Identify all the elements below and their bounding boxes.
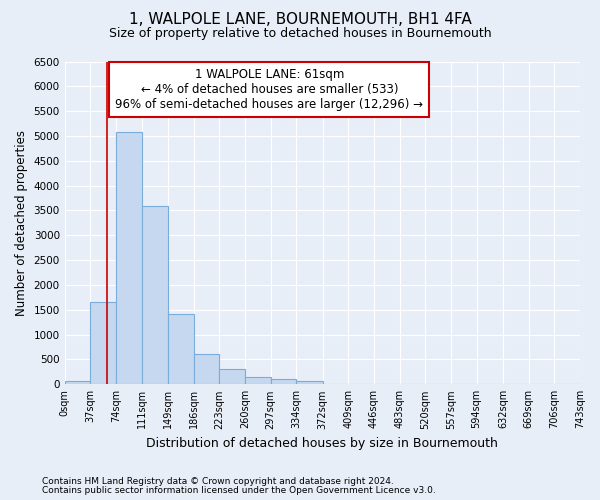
Bar	[91, 302, 116, 384]
Bar	[65, 380, 91, 384]
Text: Contains public sector information licensed under the Open Government Licence v3: Contains public sector information licen…	[42, 486, 436, 495]
Text: Contains HM Land Registry data © Crown copyright and database right 2024.: Contains HM Land Registry data © Crown c…	[42, 477, 394, 486]
Bar	[271, 380, 296, 384]
Text: 1, WALPOLE LANE, BOURNEMOUTH, BH1 4FA: 1, WALPOLE LANE, BOURNEMOUTH, BH1 4FA	[128, 12, 472, 28]
Bar	[245, 376, 271, 384]
Bar	[116, 132, 142, 384]
Bar	[168, 314, 194, 384]
Bar	[194, 354, 220, 384]
Y-axis label: Number of detached properties: Number of detached properties	[15, 130, 28, 316]
X-axis label: Distribution of detached houses by size in Bournemouth: Distribution of detached houses by size …	[146, 437, 498, 450]
Bar	[220, 369, 245, 384]
Bar	[296, 380, 323, 384]
Text: Size of property relative to detached houses in Bournemouth: Size of property relative to detached ho…	[109, 28, 491, 40]
Text: 1 WALPOLE LANE: 61sqm
← 4% of detached houses are smaller (533)
96% of semi-deta: 1 WALPOLE LANE: 61sqm ← 4% of detached h…	[115, 68, 423, 112]
Bar	[142, 206, 168, 384]
